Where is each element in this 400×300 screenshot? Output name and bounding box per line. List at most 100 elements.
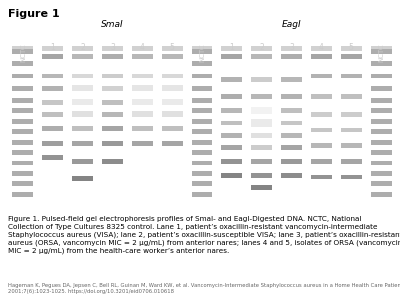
Bar: [12, 108, 33, 113]
Bar: [371, 108, 392, 113]
Bar: [371, 61, 392, 66]
Bar: [132, 99, 153, 105]
Bar: [341, 46, 362, 51]
Bar: [102, 141, 123, 146]
Bar: [132, 74, 153, 79]
Text: 5: 5: [349, 43, 354, 52]
Bar: [371, 46, 392, 51]
Text: 4: 4: [319, 43, 324, 52]
Bar: [281, 108, 302, 113]
Bar: [102, 54, 123, 59]
Bar: [162, 141, 183, 146]
Bar: [162, 74, 183, 79]
Bar: [162, 111, 183, 118]
Text: 2: 2: [80, 43, 85, 52]
Bar: [192, 129, 212, 134]
Text: 3: 3: [110, 43, 115, 52]
Bar: [371, 192, 392, 197]
Bar: [311, 94, 332, 99]
Bar: [341, 54, 362, 59]
Bar: [311, 143, 332, 148]
Bar: [192, 160, 212, 166]
Bar: [251, 133, 272, 138]
Bar: [371, 74, 392, 79]
Bar: [311, 128, 332, 132]
Bar: [371, 140, 392, 145]
Bar: [311, 46, 332, 51]
Bar: [251, 119, 272, 127]
Bar: [371, 49, 392, 54]
Bar: [341, 159, 362, 164]
Bar: [132, 54, 153, 59]
Bar: [281, 173, 302, 178]
Text: Hageman K, Pegues DA, Jepsen C, Bell RL, Guinan M, Ward KW, et al. Vancomycin-In: Hageman K, Pegues DA, Jepsen C, Bell RL,…: [8, 284, 400, 294]
Bar: [42, 74, 63, 79]
Bar: [162, 54, 183, 59]
Bar: [281, 46, 302, 51]
Bar: [371, 119, 392, 124]
Bar: [251, 173, 272, 178]
Bar: [281, 121, 302, 125]
Bar: [42, 54, 63, 59]
Bar: [222, 159, 242, 164]
Bar: [311, 159, 332, 164]
Bar: [281, 133, 302, 138]
Bar: [12, 182, 33, 186]
Bar: [371, 171, 392, 176]
Bar: [132, 126, 153, 131]
Text: 5: 5: [170, 43, 174, 52]
Bar: [162, 99, 183, 105]
Text: 1: 1: [50, 43, 55, 52]
Bar: [192, 74, 212, 79]
Bar: [12, 150, 33, 155]
Bar: [192, 86, 212, 91]
Bar: [341, 74, 362, 79]
Bar: [72, 141, 93, 146]
Bar: [192, 150, 212, 155]
Bar: [72, 159, 93, 164]
Bar: [281, 159, 302, 164]
Bar: [222, 121, 242, 125]
Bar: [222, 94, 242, 99]
Bar: [102, 86, 123, 91]
Bar: [281, 94, 302, 99]
Bar: [311, 54, 332, 59]
Bar: [341, 143, 362, 148]
Text: NCTC: NCTC: [378, 43, 384, 62]
Bar: [251, 94, 272, 99]
Bar: [222, 145, 242, 150]
Bar: [192, 182, 212, 186]
Bar: [72, 54, 93, 59]
Bar: [72, 74, 93, 79]
Bar: [162, 46, 183, 51]
Bar: [311, 74, 332, 79]
Bar: [12, 119, 33, 124]
Bar: [222, 133, 242, 138]
Text: EagI: EagI: [282, 20, 301, 29]
Text: 2: 2: [259, 43, 264, 52]
Bar: [72, 85, 93, 92]
Bar: [281, 145, 302, 150]
Bar: [102, 100, 123, 105]
Bar: [12, 61, 33, 66]
Bar: [42, 46, 63, 51]
Bar: [132, 85, 153, 92]
Bar: [281, 77, 302, 82]
Bar: [251, 46, 272, 51]
Bar: [222, 108, 242, 113]
Bar: [12, 98, 33, 103]
Bar: [72, 176, 93, 181]
Bar: [341, 128, 362, 132]
Bar: [102, 126, 123, 131]
Bar: [42, 155, 63, 160]
Bar: [72, 126, 93, 131]
Bar: [281, 54, 302, 59]
Bar: [222, 77, 242, 82]
Bar: [42, 100, 63, 105]
Text: Figure 1: Figure 1: [8, 9, 60, 19]
Bar: [72, 99, 93, 105]
Bar: [251, 145, 272, 150]
Bar: [42, 126, 63, 131]
Bar: [222, 46, 242, 51]
Bar: [132, 111, 153, 118]
